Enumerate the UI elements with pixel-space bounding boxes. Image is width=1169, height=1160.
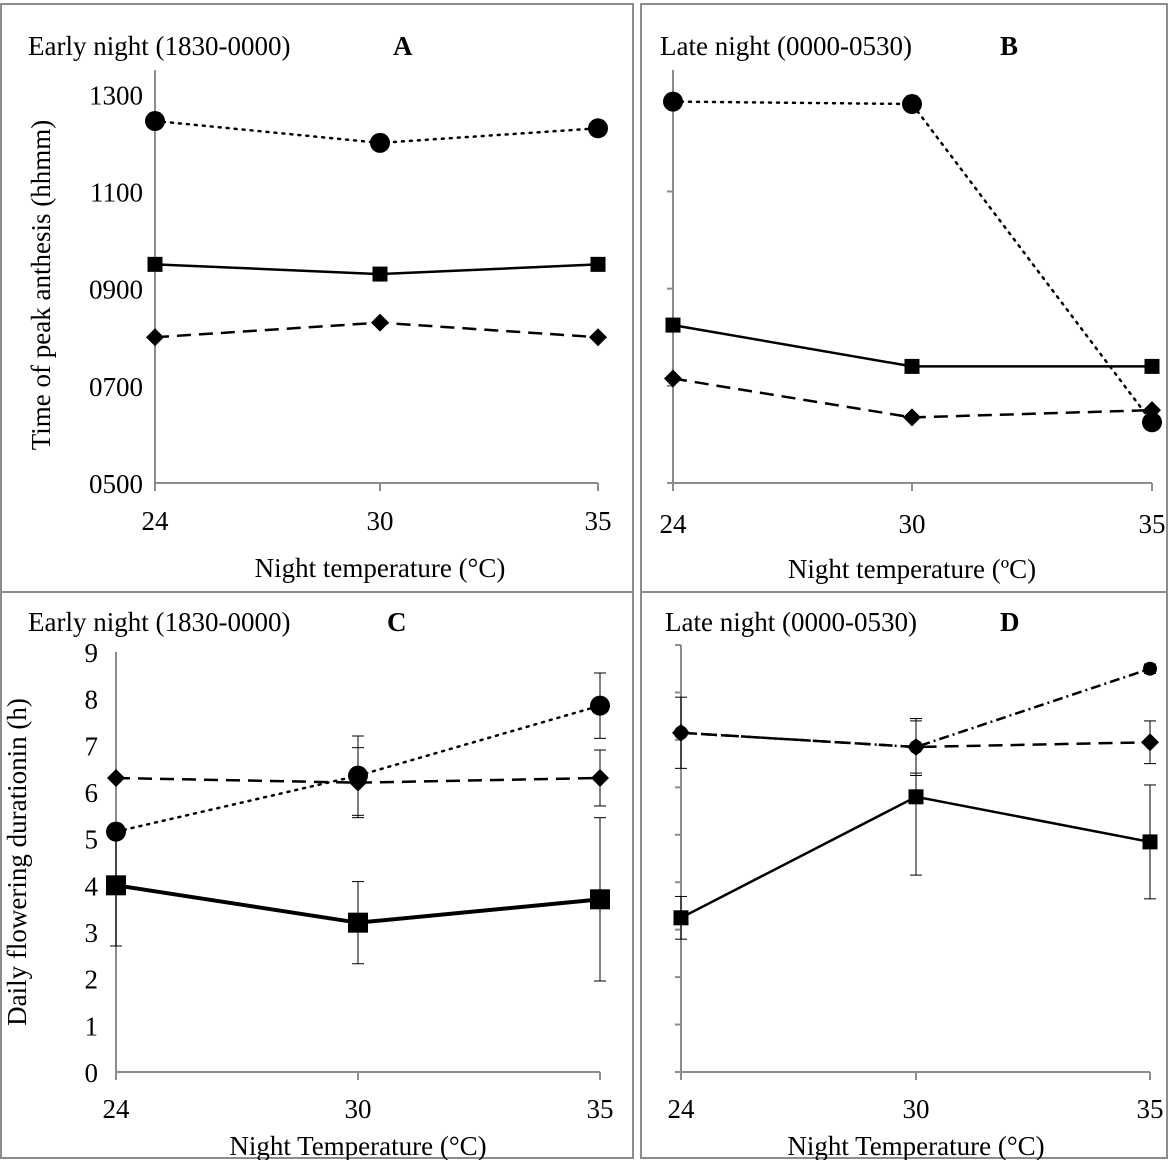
panel-c: Early night (1830-0000) C 0 1 2 3 4 5 6 7 8 9 24 30 35…: [2, 607, 614, 1160]
panel-a-y-tick-label-4: 1300: [89, 80, 143, 110]
panel-a-series-2-point-2: [590, 256, 606, 272]
panel-c-y-tick-label-3: 3: [85, 918, 99, 948]
panel-c-y-tick-label-1: 1: [85, 1011, 99, 1041]
panel-a-series-1-point-1: [370, 132, 390, 153]
panel-d-letter: D: [1000, 607, 1020, 637]
panel-d-series-3: [673, 718, 1158, 940]
panel-a-x-label: Night temperature (°C): [255, 553, 506, 583]
panel-b-series-2-point-1: [904, 358, 920, 374]
panel-c-title: Early night (1830-0000): [28, 607, 290, 637]
panel-c-y-label: Daily flowering durationin (h): [2, 698, 32, 1026]
panel-b-x-label: Night temperature (ºC): [788, 554, 1036, 584]
panel-b-series-3: [664, 369, 1161, 427]
panel-a-title: Early night (1830-0000): [28, 31, 290, 61]
panel-b-series-1-point-0: [663, 91, 683, 112]
panel-d-x-tick-label-1: 30: [903, 1094, 930, 1124]
panel-c-series-2-point-0: [107, 769, 125, 787]
panel-b-series-1-point-1: [902, 94, 922, 115]
panel-a-letter: A: [393, 31, 413, 61]
panel-a-y-tick-label-2: 0900: [89, 275, 143, 305]
panel-a: Early night (1830-0000) A 0500 0700 0900 1100…: [26, 31, 612, 583]
panel-a-series-1-point-0: [145, 111, 165, 132]
panel-a-series-1-point-2: [588, 118, 608, 139]
panel-a-series-1: [145, 111, 608, 153]
panel-c-x-tick-label-2: 35: [587, 1094, 614, 1124]
panel-d-series-3-point-1: [908, 789, 924, 805]
panel-c-y-tick-label-9: 9: [85, 638, 99, 668]
panel-c-letter: C: [387, 607, 407, 637]
panel-a-y-tick-label-1: 0700: [89, 372, 143, 402]
panel-c-x-tick-label-1: 30: [345, 1094, 372, 1124]
panel-b-x-tick-label-1: 30: [899, 509, 926, 539]
panel-d-series-3-point-0: [673, 910, 689, 926]
panel-b-title: Late night (0000-0530): [660, 31, 912, 61]
panel-b-series-1-point-2: [1142, 412, 1162, 433]
panel-c-y-tick-label-6: 6: [85, 778, 99, 808]
panel-a-y-tick-label-3: 1100: [90, 177, 143, 207]
panel-a-series-3: [146, 313, 607, 347]
panel-a-y-tick-label-0: 0500: [89, 469, 143, 499]
panel-a-series-2-point-1: [372, 266, 388, 282]
panel-b-series-1: [663, 91, 1162, 433]
panel-c-series-3: [106, 817, 610, 982]
panel-a-series-3-point-0: [146, 328, 164, 347]
panel-c-x-tick-label-0: 24: [103, 1094, 131, 1124]
panel-b-series-3-point-1: [903, 408, 921, 427]
panel-c-series-2-point-2: [591, 769, 609, 787]
panel-d-x-tick-label-0: 24: [668, 1094, 696, 1124]
panel-d-series-2-point-2: [1141, 733, 1159, 752]
panel-d-series-2-point-0: [672, 723, 690, 742]
panel-c-y-tick-label-4: 4: [85, 871, 99, 901]
plots-layer: Early night (1830-0000) A 0500 0700 0900 1100…: [2, 31, 1166, 1160]
panel-c-x-label: Night Temperature (°C): [229, 1131, 486, 1160]
panel-c-y-tick-label-7: 7: [85, 731, 99, 761]
panel-a-x-tick-label-0: 24: [142, 506, 170, 536]
panel-c-frame: [0, 591, 634, 1159]
panel-c-series-3-point-2: [590, 889, 610, 910]
panel-c-series-3-point-0: [106, 875, 126, 896]
panel-b-series-1-line: [671, 100, 1154, 424]
panel-d-series-3-point-2: [1142, 834, 1158, 850]
panel-a-series-2: [147, 256, 606, 282]
panel-b-series-3-point-0: [664, 369, 682, 388]
panel-c-series-3-point-1: [348, 912, 368, 933]
panel-d-x-label: Night Temperature (°C): [787, 1131, 1044, 1160]
panel-c-y-tick-label-5: 5: [85, 825, 99, 855]
panel-d-frame: [640, 591, 1168, 1159]
panel-a-x-tick-label-1: 30: [367, 506, 394, 536]
panel-b-series-2-point-0: [665, 317, 681, 333]
panel-c-series-2: [107, 747, 609, 819]
panel-a-series-2-point-0: [147, 256, 163, 272]
panel-b-series-2: [665, 317, 1160, 374]
panel-d-title: Late night (0000-0530): [665, 607, 917, 637]
panel-b-series-2-point-2: [1144, 358, 1160, 374]
panel-c-series-1-point-2: [590, 695, 610, 716]
panel-a-series-3-point-2: [589, 328, 607, 347]
panel-b: Late night (0000-0530) B 24 30 35 Night tempe…: [660, 31, 1166, 584]
panel-b-frame: [640, 3, 1168, 593]
panel-b-x-tick-label-0: 24: [660, 509, 688, 539]
panel-c-series-2-point-1: [349, 773, 367, 792]
panel-c-y-tick-label-8: 8: [85, 685, 99, 715]
panel-a-x-tick-label-2: 35: [585, 506, 612, 536]
panel-a-series-3-point-1: [371, 313, 389, 332]
panel-b-letter: B: [1000, 31, 1018, 61]
panel-c-y-tick-label-2: 2: [85, 965, 99, 995]
panel-b-series-3-point-2: [1143, 401, 1161, 420]
panel-d-series-2-line: [680, 731, 1151, 749]
panel-a-y-label: Time of peak anthesis (hhmm): [26, 120, 56, 450]
panel-d: Late night (0000-0530) D 24 30 35 Night Tempe…: [665, 607, 1164, 1160]
panel-d-series-1-point-2: [1143, 661, 1157, 676]
panel-d-x-tick-label-2: 35: [1137, 1094, 1164, 1124]
panel-b-x-tick-label-2: 35: [1139, 509, 1166, 539]
panel-c-y-tick-label-0: 0: [85, 1058, 99, 1088]
